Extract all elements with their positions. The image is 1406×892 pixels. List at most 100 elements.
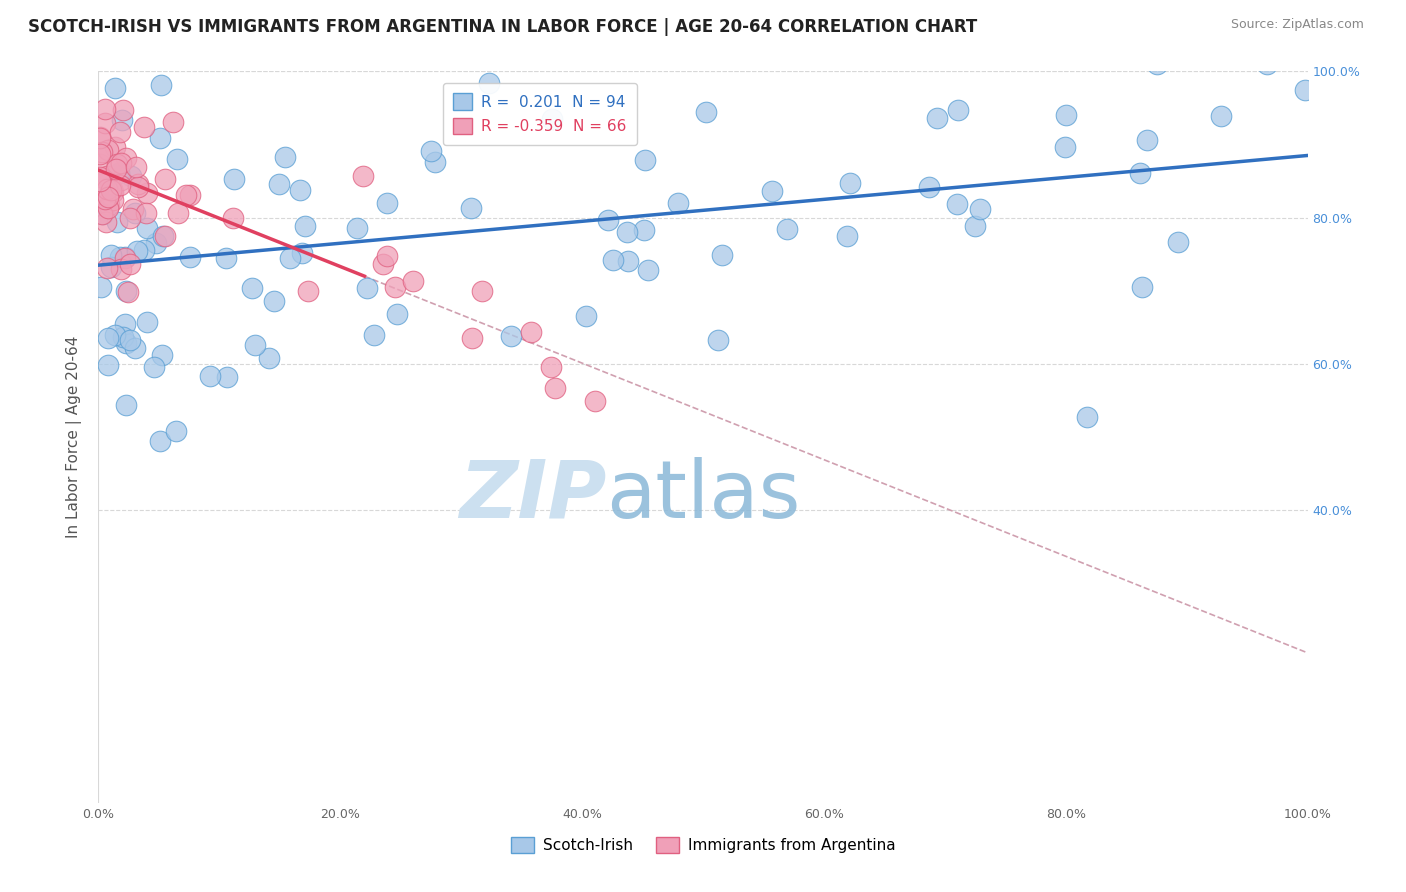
Point: [598, 213, 620, 227]
Point: [134, 120, 156, 135]
Point: [120, 334, 142, 348]
Legend: Scotch-Irish, Immigrants from Argentina: Scotch-Irish, Immigrants from Argentina: [503, 829, 903, 861]
Point: [153, 228, 176, 243]
Point: [946, 103, 969, 117]
Point: [100, 248, 122, 262]
Point: [89, 147, 111, 161]
Point: [356, 280, 378, 294]
Point: [155, 172, 177, 186]
Point: [575, 309, 598, 323]
Point: [839, 177, 862, 191]
Point: [1054, 140, 1077, 154]
Point: [94, 192, 117, 206]
Point: [97, 358, 120, 372]
Point: [136, 314, 159, 328]
Text: Source: ZipAtlas.com: Source: ZipAtlas.com: [1230, 18, 1364, 31]
Point: [478, 76, 501, 90]
Point: [104, 140, 127, 154]
Point: [100, 183, 122, 197]
Point: [124, 341, 146, 355]
Point: [352, 169, 374, 183]
Point: [1294, 83, 1316, 97]
Point: [100, 260, 122, 274]
Point: [96, 260, 118, 275]
Point: [617, 254, 640, 268]
Point: [89, 130, 111, 145]
Point: [460, 201, 482, 215]
Point: [278, 251, 301, 265]
Point: [217, 369, 239, 384]
Point: [118, 257, 141, 271]
Point: [1167, 235, 1189, 250]
Point: [115, 397, 138, 411]
Point: [918, 179, 941, 194]
Point: [111, 330, 134, 344]
Point: [425, 155, 447, 169]
Point: [152, 228, 174, 243]
Point: [925, 111, 948, 125]
Point: [120, 169, 142, 184]
Point: [104, 81, 127, 95]
Point: [1211, 109, 1233, 123]
Point: [114, 317, 136, 331]
Point: [633, 223, 655, 237]
Point: [259, 351, 281, 365]
Point: [111, 103, 134, 117]
Point: [602, 253, 624, 268]
Point: [110, 155, 132, 169]
Point: [110, 173, 132, 187]
Point: [544, 381, 567, 395]
Text: ZIP: ZIP: [458, 457, 606, 534]
Point: [165, 424, 187, 438]
Point: [637, 263, 659, 277]
Point: [200, 369, 222, 384]
Point: [97, 201, 120, 215]
Point: [89, 131, 111, 145]
Point: [114, 250, 136, 264]
Point: [240, 281, 263, 295]
Point: [1076, 409, 1098, 424]
Point: [115, 284, 138, 298]
Point: [96, 169, 118, 183]
Point: [135, 186, 157, 200]
Point: [1130, 280, 1153, 294]
Point: [118, 211, 141, 225]
Point: [294, 219, 316, 233]
Point: [288, 183, 311, 197]
Point: [215, 252, 238, 266]
Point: [94, 215, 117, 229]
Y-axis label: In Labor Force | Age 20-64: In Labor Force | Age 20-64: [66, 336, 83, 538]
Point: [583, 393, 606, 408]
Point: [97, 331, 120, 345]
Point: [1054, 108, 1077, 122]
Point: [375, 195, 398, 210]
Point: [297, 284, 319, 298]
Point: [89, 156, 111, 170]
Point: [471, 284, 494, 298]
Point: [132, 244, 155, 258]
Point: [135, 221, 157, 235]
Point: [94, 196, 117, 211]
Point: [291, 246, 314, 260]
Point: [419, 144, 441, 158]
Point: [98, 179, 121, 194]
Point: [91, 207, 114, 221]
Point: [1136, 133, 1159, 147]
Point: [274, 150, 297, 164]
Point: [402, 275, 425, 289]
Point: [969, 202, 991, 217]
Point: [127, 179, 149, 194]
Point: [105, 215, 128, 229]
Point: [135, 205, 157, 219]
Point: [89, 169, 111, 184]
Point: [101, 193, 124, 207]
Point: [179, 187, 201, 202]
Point: [540, 360, 562, 375]
Point: [150, 347, 173, 361]
Point: [105, 157, 128, 171]
Point: [222, 172, 245, 186]
Point: [127, 177, 149, 191]
Point: [101, 183, 124, 197]
Point: [162, 114, 184, 128]
Point: [149, 78, 172, 92]
